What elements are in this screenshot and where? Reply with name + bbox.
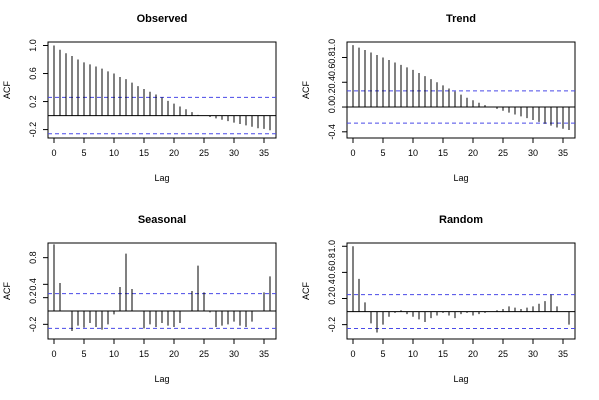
plot-frame bbox=[346, 41, 576, 139]
x-tick-label: 20 bbox=[169, 148, 179, 158]
x-tick-label: 5 bbox=[81, 148, 86, 158]
y-tick-label: 0.6 bbox=[327, 64, 337, 77]
y-tick-label: 0.2 bbox=[327, 292, 337, 305]
x-tick-label: 10 bbox=[109, 349, 119, 359]
x-tick-label: 15 bbox=[438, 349, 448, 359]
panel-title: Trend bbox=[446, 13, 476, 25]
x-axis-label: Lag bbox=[154, 374, 169, 384]
x-tick-label: 10 bbox=[408, 148, 418, 158]
x-tick-label: 15 bbox=[139, 349, 149, 359]
y-tick-label: -0.4 bbox=[327, 124, 337, 140]
x-tick-label: 30 bbox=[528, 148, 538, 158]
panel-title: Random bbox=[439, 214, 483, 226]
panel-title: Observed bbox=[137, 13, 188, 25]
y-axis-label: ACF bbox=[301, 281, 311, 300]
plot-frame bbox=[47, 41, 277, 139]
acf-panel-random: Random 0 5 10 15 20 25 30 35 -0.2 0.2 0.6 1.0 0.4 0.8 L… bbox=[301, 214, 576, 384]
x-tick-label: 25 bbox=[199, 148, 209, 158]
y-axis-label: ACF bbox=[2, 80, 12, 99]
y-tick-label: 0.6 bbox=[28, 67, 38, 80]
x-tick-label: 0 bbox=[350, 349, 355, 359]
x-tick-label: 10 bbox=[109, 148, 119, 158]
acf-panel-seasonal: Seasonal 0 5 10 15 20 25 30 35 -0.2 0.20.4 0.8 Lag AC… bbox=[2, 214, 277, 384]
y-tick-label: -0.2 bbox=[327, 317, 337, 333]
x-tick-label: 25 bbox=[498, 349, 508, 359]
plot-frame bbox=[47, 242, 277, 340]
acf-panel-trend: Trend 0 5 10 15 20 25 30 35 -0.4 0.0 0.4 0.8 0.2 0.6 1.… bbox=[301, 13, 576, 183]
y-tick-label: 0.0 bbox=[327, 101, 337, 114]
panel-title: Seasonal bbox=[138, 214, 186, 226]
y-tick-label: 1.0 bbox=[327, 39, 337, 52]
y-tick-label: 1.0 bbox=[28, 39, 38, 52]
x-tick-label: 5 bbox=[380, 349, 385, 359]
y-axis-label: ACF bbox=[2, 281, 12, 300]
y-tick-label: 0.2 bbox=[327, 88, 337, 101]
x-tick-label: 35 bbox=[259, 148, 269, 158]
x-tick-label: 20 bbox=[468, 349, 478, 359]
x-tick-label: 0 bbox=[350, 148, 355, 158]
y-tick-label: 0.8 bbox=[327, 51, 337, 64]
x-tick-label: 5 bbox=[380, 148, 385, 158]
y-tick-label: 0.4 bbox=[28, 278, 38, 291]
x-tick-label: 35 bbox=[558, 148, 568, 158]
x-tick-label: 30 bbox=[528, 349, 538, 359]
plot-frame bbox=[346, 242, 576, 340]
x-tick-label: 15 bbox=[438, 148, 448, 158]
x-tick-label: 10 bbox=[408, 349, 418, 359]
y-tick-label: 0.4 bbox=[327, 76, 337, 89]
x-tick-label: 20 bbox=[169, 349, 179, 359]
x-tick-label: 0 bbox=[51, 349, 56, 359]
x-tick-label: 35 bbox=[259, 349, 269, 359]
x-tick-label: 25 bbox=[498, 148, 508, 158]
x-tick-label: 15 bbox=[139, 148, 149, 158]
x-tick-label: 20 bbox=[468, 148, 478, 158]
acf-panel-observed: Observed 0 5 10 15 20 25 30 35 -0.2 0.2 0.6 1.0 Lag AC… bbox=[2, 13, 277, 183]
y-tick-label: 0.6 bbox=[327, 266, 337, 279]
x-tick-label: 35 bbox=[558, 349, 568, 359]
x-tick-label: 0 bbox=[51, 148, 56, 158]
y-tick-label: 0.8 bbox=[327, 253, 337, 266]
x-axis-label: Lag bbox=[453, 173, 468, 183]
x-tick-label: 30 bbox=[229, 148, 239, 158]
x-tick-label: 25 bbox=[199, 349, 209, 359]
x-axis-label: Lag bbox=[154, 173, 169, 183]
y-axis-label: ACF bbox=[301, 80, 311, 99]
y-tick-label: 0.4 bbox=[327, 279, 337, 292]
x-axis-label: Lag bbox=[453, 374, 468, 384]
x-tick-label: 30 bbox=[229, 349, 239, 359]
y-tick-label: -0.2 bbox=[28, 317, 38, 333]
y-tick-label: 0.8 bbox=[28, 251, 38, 264]
x-tick-label: 5 bbox=[81, 349, 86, 359]
y-tick-label: 1.0 bbox=[327, 240, 337, 253]
y-tick-label: -0.2 bbox=[28, 122, 38, 138]
y-tick-label: 0.2 bbox=[28, 291, 38, 304]
y-tick-label: 0.2 bbox=[28, 95, 38, 108]
